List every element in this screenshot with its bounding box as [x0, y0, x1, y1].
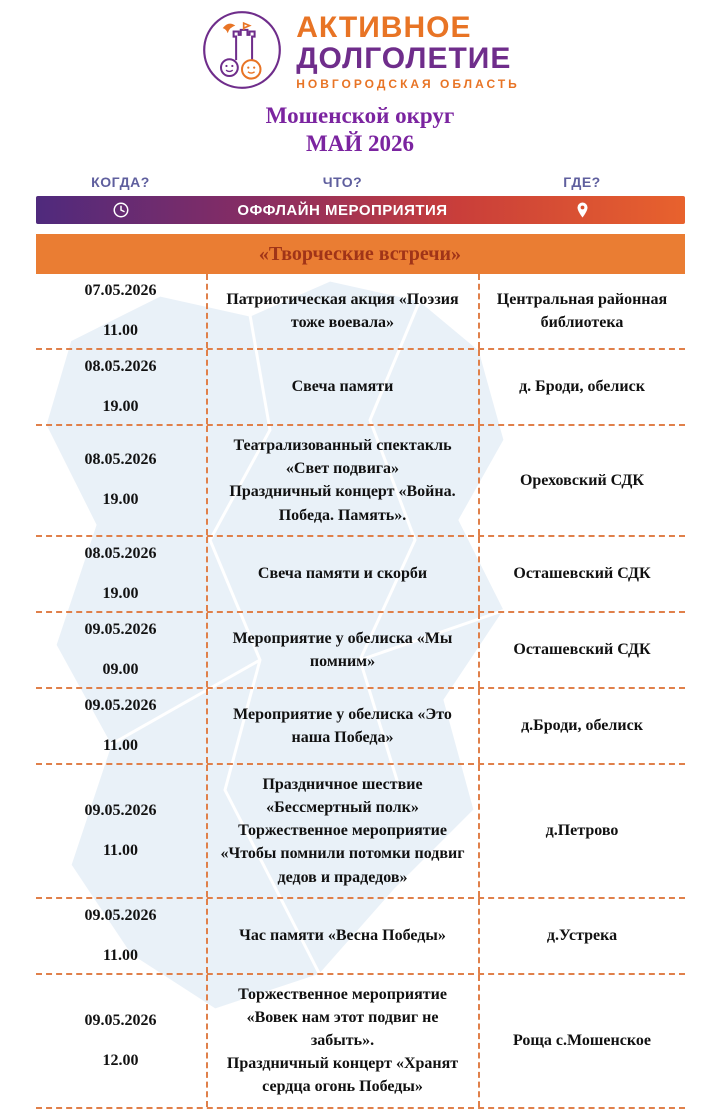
event-date-cell: 09.05.2026 11.00	[36, 689, 206, 763]
month-title: МАЙ 2026	[306, 131, 414, 156]
event-time: 19.00	[102, 398, 139, 415]
column-header-what: ЧТО?	[322, 174, 363, 190]
event-date-cell: 09.05.2026 11.00	[36, 765, 206, 897]
clock-icon	[36, 201, 206, 219]
event-date: 09.05.2026	[84, 801, 157, 819]
logo-subtitle: НОВГОРОДСКАЯ ОБЛАСТЬ	[296, 77, 520, 92]
table-row: 09.05.2026 09.00 Мероприятие у обелиска …	[35, 612, 685, 689]
offline-events-label: ОФФЛАЙН МЕРОПРИЯТИЯ	[237, 201, 448, 219]
event-title: Праздничное шествие «Бессмертный полк» Т…	[205, 764, 480, 897]
event-date: 09.05.2026	[84, 696, 157, 714]
event-location: Роща с.Мошенское	[513, 1032, 651, 1050]
event-date-cell: 08.05.2026 19.00	[36, 426, 206, 535]
emblem-logo-icon	[200, 8, 284, 97]
event-time: 11.00	[102, 841, 139, 859]
event-location: д. Броди, обелиск	[519, 378, 645, 396]
column-headers: КОГДА? ЧТО? ГДЕ?	[36, 174, 685, 190]
event-date: 09.05.2026	[84, 620, 157, 638]
event-time: 12.00	[102, 1051, 139, 1069]
event-location: д.Устрека	[546, 927, 618, 945]
event-date-cell: 08.05.2026 19.00	[36, 350, 206, 424]
event-date-cell: 07.05.2026 11.00	[36, 274, 206, 348]
event-title: Торжественное мероприятие «Вовек нам это…	[205, 974, 480, 1107]
location-pin-icon	[480, 201, 685, 219]
table-row: 08.05.2026 19.00 Свеча памяти и скорби О…	[35, 536, 685, 613]
event-location: Осташевский СДК	[513, 565, 651, 583]
event-location: Ореховский СДК	[519, 471, 645, 489]
event-location: д.Петрово	[545, 822, 619, 840]
event-location: Центральная районная библиотека	[496, 290, 668, 331]
event-date: 08.05.2026	[84, 451, 157, 469]
event-title: Театрализованный спектакль «Свет подвига…	[205, 426, 480, 535]
event-time: 11.00	[102, 946, 139, 964]
header-logo: АКТИВНОЕ ДОЛГОЛЕТИЕ НОВГОРОДСКАЯ ОБЛАСТЬ	[0, 0, 720, 94]
event-time: 09.00	[102, 660, 139, 678]
section-banner: «Творческие встречи»	[35, 234, 685, 274]
event-title: Час памяти «Весна Победы»	[205, 898, 480, 973]
event-time: 19.00	[102, 491, 139, 509]
table-row: 07.05.2026 11.00 Патриотическая акция «П…	[35, 274, 685, 350]
event-title: Мероприятие у обелиска «Это наша Победа»	[205, 688, 480, 763]
event-location: д.Броди, обелиск	[521, 717, 643, 735]
event-time: 11.00	[102, 322, 139, 339]
events-table: 07.05.2026 11.00 Патриотическая акция «П…	[35, 274, 685, 1109]
event-title: Патриотическая акция «Поэзия тоже воевал…	[205, 274, 480, 348]
background-map	[43, 278, 507, 1012]
table-row: 09.05.2026 12.00 Торжественное мероприят…	[35, 974, 685, 1109]
event-title: Мероприятие у обелиска «Мы помним»	[205, 612, 480, 687]
table-row: 08.05.2026 19.00 Свеча памяти д. Броди, …	[35, 350, 685, 426]
district-title: Мошенской округ	[265, 103, 455, 128]
section-title: «Творческие встречи»	[258, 242, 462, 265]
table-row: 09.05.2026 11.00 Мероприятие у обелиска …	[35, 688, 685, 765]
event-title: Свеча памяти	[205, 350, 480, 424]
logo-title-line1: АКТИВНОЕ	[296, 11, 472, 45]
event-time: 11.00	[102, 736, 139, 754]
event-date: 08.05.2026	[84, 544, 157, 562]
event-location: Осташевский СДК	[513, 641, 651, 659]
event-date: 09.05.2026	[84, 1011, 157, 1029]
column-header-when: КОГДА?	[91, 174, 150, 190]
table-row: 09.05.2026 11.00 Час памяти «Весна Побед…	[35, 898, 685, 975]
event-date-cell: 08.05.2026 19.00	[36, 537, 206, 611]
event-date: 09.05.2026	[84, 906, 157, 924]
table-row: 09.05.2026 11.00 Праздничное шествие «Бе…	[35, 764, 685, 899]
logo-title-line2: ДОЛГОЛЕТИЕ	[296, 41, 512, 75]
event-date-cell: 09.05.2026 12.00	[36, 975, 206, 1107]
event-title: Свеча памяти и скорби	[205, 536, 480, 611]
column-header-where: ГДЕ?	[563, 174, 601, 190]
logo-wordmark: АКТИВНОЕ ДОЛГОЛЕТИЕ НОВГОРОДСКАЯ ОБЛАСТЬ	[296, 11, 520, 92]
event-date-cell: 09.05.2026 11.00	[36, 899, 206, 973]
event-date: 07.05.2026	[84, 282, 157, 299]
offline-events-bar: ОФФЛАЙН МЕРОПРИЯТИЯ	[35, 196, 685, 224]
event-date: 08.05.2026	[84, 358, 157, 375]
table-row: 08.05.2026 19.00 Театрализованный спекта…	[35, 426, 685, 537]
event-date-cell: 09.05.2026 09.00	[36, 613, 206, 687]
event-time: 19.00	[102, 584, 139, 602]
